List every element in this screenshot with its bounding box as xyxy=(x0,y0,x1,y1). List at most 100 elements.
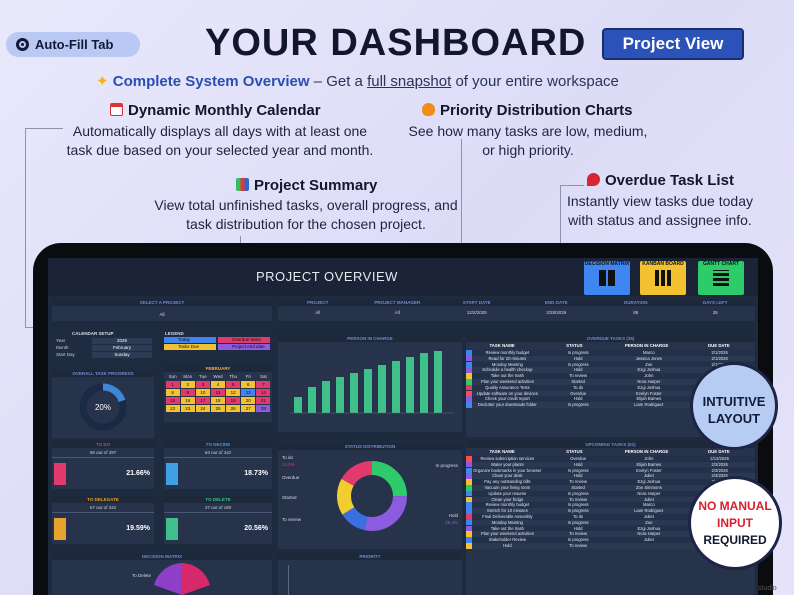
feature-overdue-title: Overdue Task List xyxy=(587,172,734,189)
feature-overdue-desc: Instantly view tasks due today with stat… xyxy=(555,192,765,230)
table-cell: Hold xyxy=(573,525,583,531)
gantt-chart-nav[interactable]: GANTT CHART xyxy=(698,261,744,295)
kpi-bar xyxy=(166,463,178,485)
kpi-percent: 18.73% xyxy=(244,470,268,477)
calendar-day[interactable]: 4 xyxy=(210,381,226,388)
table-row[interactable]: Read for 20 minutes Hold Jessica Jones 2/1/… xyxy=(466,355,755,362)
calendar-day[interactable]: 6 xyxy=(241,381,256,388)
kpi-percent: 20.56% xyxy=(244,525,268,532)
calendar-day[interactable]: 25 xyxy=(210,405,226,412)
table-cell: In progress xyxy=(567,350,589,355)
table-row[interactable]: Review monthly budget In progress Marco 2/1… xyxy=(466,350,755,356)
calendar-day[interactable]: 19 xyxy=(226,397,241,404)
info-value: 88 xyxy=(633,310,639,315)
nomanual-line2: INPUT xyxy=(717,516,753,530)
info-header: END DATE xyxy=(516,299,596,306)
calendar-day[interactable]: 9 xyxy=(180,389,195,396)
table-cell: In progress xyxy=(567,508,589,514)
table-cell: Review monthly budget xyxy=(485,502,530,508)
calendar-day[interactable]: 15 xyxy=(165,397,180,404)
calendar-day[interactable]: 26 xyxy=(226,405,241,412)
status-slice xyxy=(337,461,407,531)
cal-setup-value[interactable]: 2026 xyxy=(92,338,152,344)
table-cell: Read for 20 minutes xyxy=(488,355,527,361)
row-flag xyxy=(466,525,472,532)
table-cell: Take out the trash xyxy=(490,525,525,531)
row-flag xyxy=(466,361,472,368)
decision-matrix-nav[interactable]: DECISION MATRIX xyxy=(584,261,630,295)
calendar-day[interactable]: 7 xyxy=(256,381,271,388)
screen-header: PROJECT OVERVIEW DECISION MATRIX KANBAN … xyxy=(48,258,758,296)
weekday-label: Sun xyxy=(168,374,177,379)
calendar-day[interactable]: 20 xyxy=(241,397,256,404)
calendar-day[interactable]: 16 xyxy=(180,397,195,404)
table-row[interactable]: Water your plants Hold Elijah Barnes 2/2/20… xyxy=(466,461,755,468)
calendar-day[interactable]: 23 xyxy=(180,405,195,412)
table-header: TASK NAME STATUS PERSON IN CHARGE DUE DATE xyxy=(466,343,755,349)
gantt-icon xyxy=(713,270,729,286)
info-header: DAYS LEFT xyxy=(675,299,755,306)
info-value: 12/2/2025 xyxy=(466,310,487,315)
info-header: PROJECT xyxy=(278,299,358,306)
kpi-title: TO DELEGATE xyxy=(52,496,154,503)
table-cell: Hold xyxy=(573,473,583,479)
feature-summary-line2: task distribution for the chosen project… xyxy=(186,216,426,232)
table-cell: To review xyxy=(569,373,587,379)
calendar-day[interactable]: 5 xyxy=(226,381,241,388)
table-cell: Liam Rodriguez xyxy=(634,402,664,408)
calendar-day[interactable]: 10 xyxy=(195,389,210,396)
legend-item: Today xyxy=(164,337,216,343)
status-label: Overdue xyxy=(282,475,300,480)
person-in-charge-panel: PERSON IN CHARGE xyxy=(278,335,462,432)
calendar-day[interactable]: 14 xyxy=(256,389,271,396)
calendar-day[interactable]: 22 xyxy=(165,405,180,412)
calendar-day[interactable]: 21 xyxy=(256,397,271,404)
calendar-day[interactable]: 3 xyxy=(195,381,210,388)
auto-fill-tab-pill[interactable]: Auto-Fill Tab xyxy=(6,32,140,57)
cal-setup-value[interactable]: February xyxy=(92,345,152,351)
table-cell: 2/1/2026 xyxy=(711,350,728,355)
table-cell: Zoe xyxy=(645,519,653,525)
row-flag xyxy=(466,379,472,385)
project-view-button[interactable]: Project View xyxy=(602,28,744,60)
person-bar xyxy=(308,387,316,413)
person-bar xyxy=(420,353,428,413)
calendar-day[interactable]: 18 xyxy=(210,397,226,404)
calendar-day[interactable]: 27 xyxy=(241,405,256,412)
fire-icon xyxy=(422,103,435,116)
kpi-title: TO DO xyxy=(52,441,154,448)
table-row[interactable]: Clean your desk Hold Juliet 2/4/2026 xyxy=(466,473,755,479)
feature-calendar-title-text: Dynamic Monthly Calendar xyxy=(128,102,321,119)
cal-setup-label: Year xyxy=(56,338,66,343)
kpi-count: 67 out of 342 xyxy=(89,505,117,510)
calendar-day[interactable]: 1 xyxy=(165,381,180,388)
calendar-day[interactable]: 28 xyxy=(256,405,271,412)
nomanual-line1: NO MANUAL xyxy=(698,499,772,513)
kpi-bar xyxy=(166,518,178,540)
table-cell: Overdue xyxy=(570,456,587,461)
feature-priority-desc: See how many tasks are low, medium, or h… xyxy=(398,122,658,160)
kanban-board-nav[interactable]: KANBAN BOARD xyxy=(640,261,686,295)
select-project-dropdown[interactable]: All xyxy=(159,312,165,317)
table-row[interactable]: Organize bookmarks in your browser In pro… xyxy=(466,467,755,474)
calendar-day[interactable]: 24 xyxy=(195,405,210,412)
calendar-day[interactable]: 8 xyxy=(165,389,180,396)
status-pct: 14.0% xyxy=(282,462,295,467)
calendar-day[interactable]: 2 xyxy=(180,381,195,388)
weekday-label: Mon xyxy=(183,374,193,379)
project-overview-title: PROJECT OVERVIEW xyxy=(256,269,398,284)
row-flag xyxy=(466,467,472,474)
priority-panel: PRIORITY xyxy=(278,553,462,595)
cal-setup-value[interactable]: Sunday xyxy=(92,352,152,358)
calendar-day[interactable]: 17 xyxy=(195,397,210,404)
feature-priority-title-text: Priority Distribution Charts xyxy=(440,102,633,119)
table-row[interactable]: Review subscription services Overdue John 2… xyxy=(466,456,755,462)
subtitle-pre: – Get a xyxy=(309,73,368,90)
calendar-day[interactable]: 12 xyxy=(226,389,241,396)
person-bar xyxy=(336,377,344,413)
row-flag xyxy=(466,396,472,402)
feature-calendar-title: Dynamic Monthly Calendar xyxy=(110,102,321,119)
calendar-day[interactable]: 13 xyxy=(241,389,256,396)
calendar-day[interactable]: 11 xyxy=(210,389,226,396)
